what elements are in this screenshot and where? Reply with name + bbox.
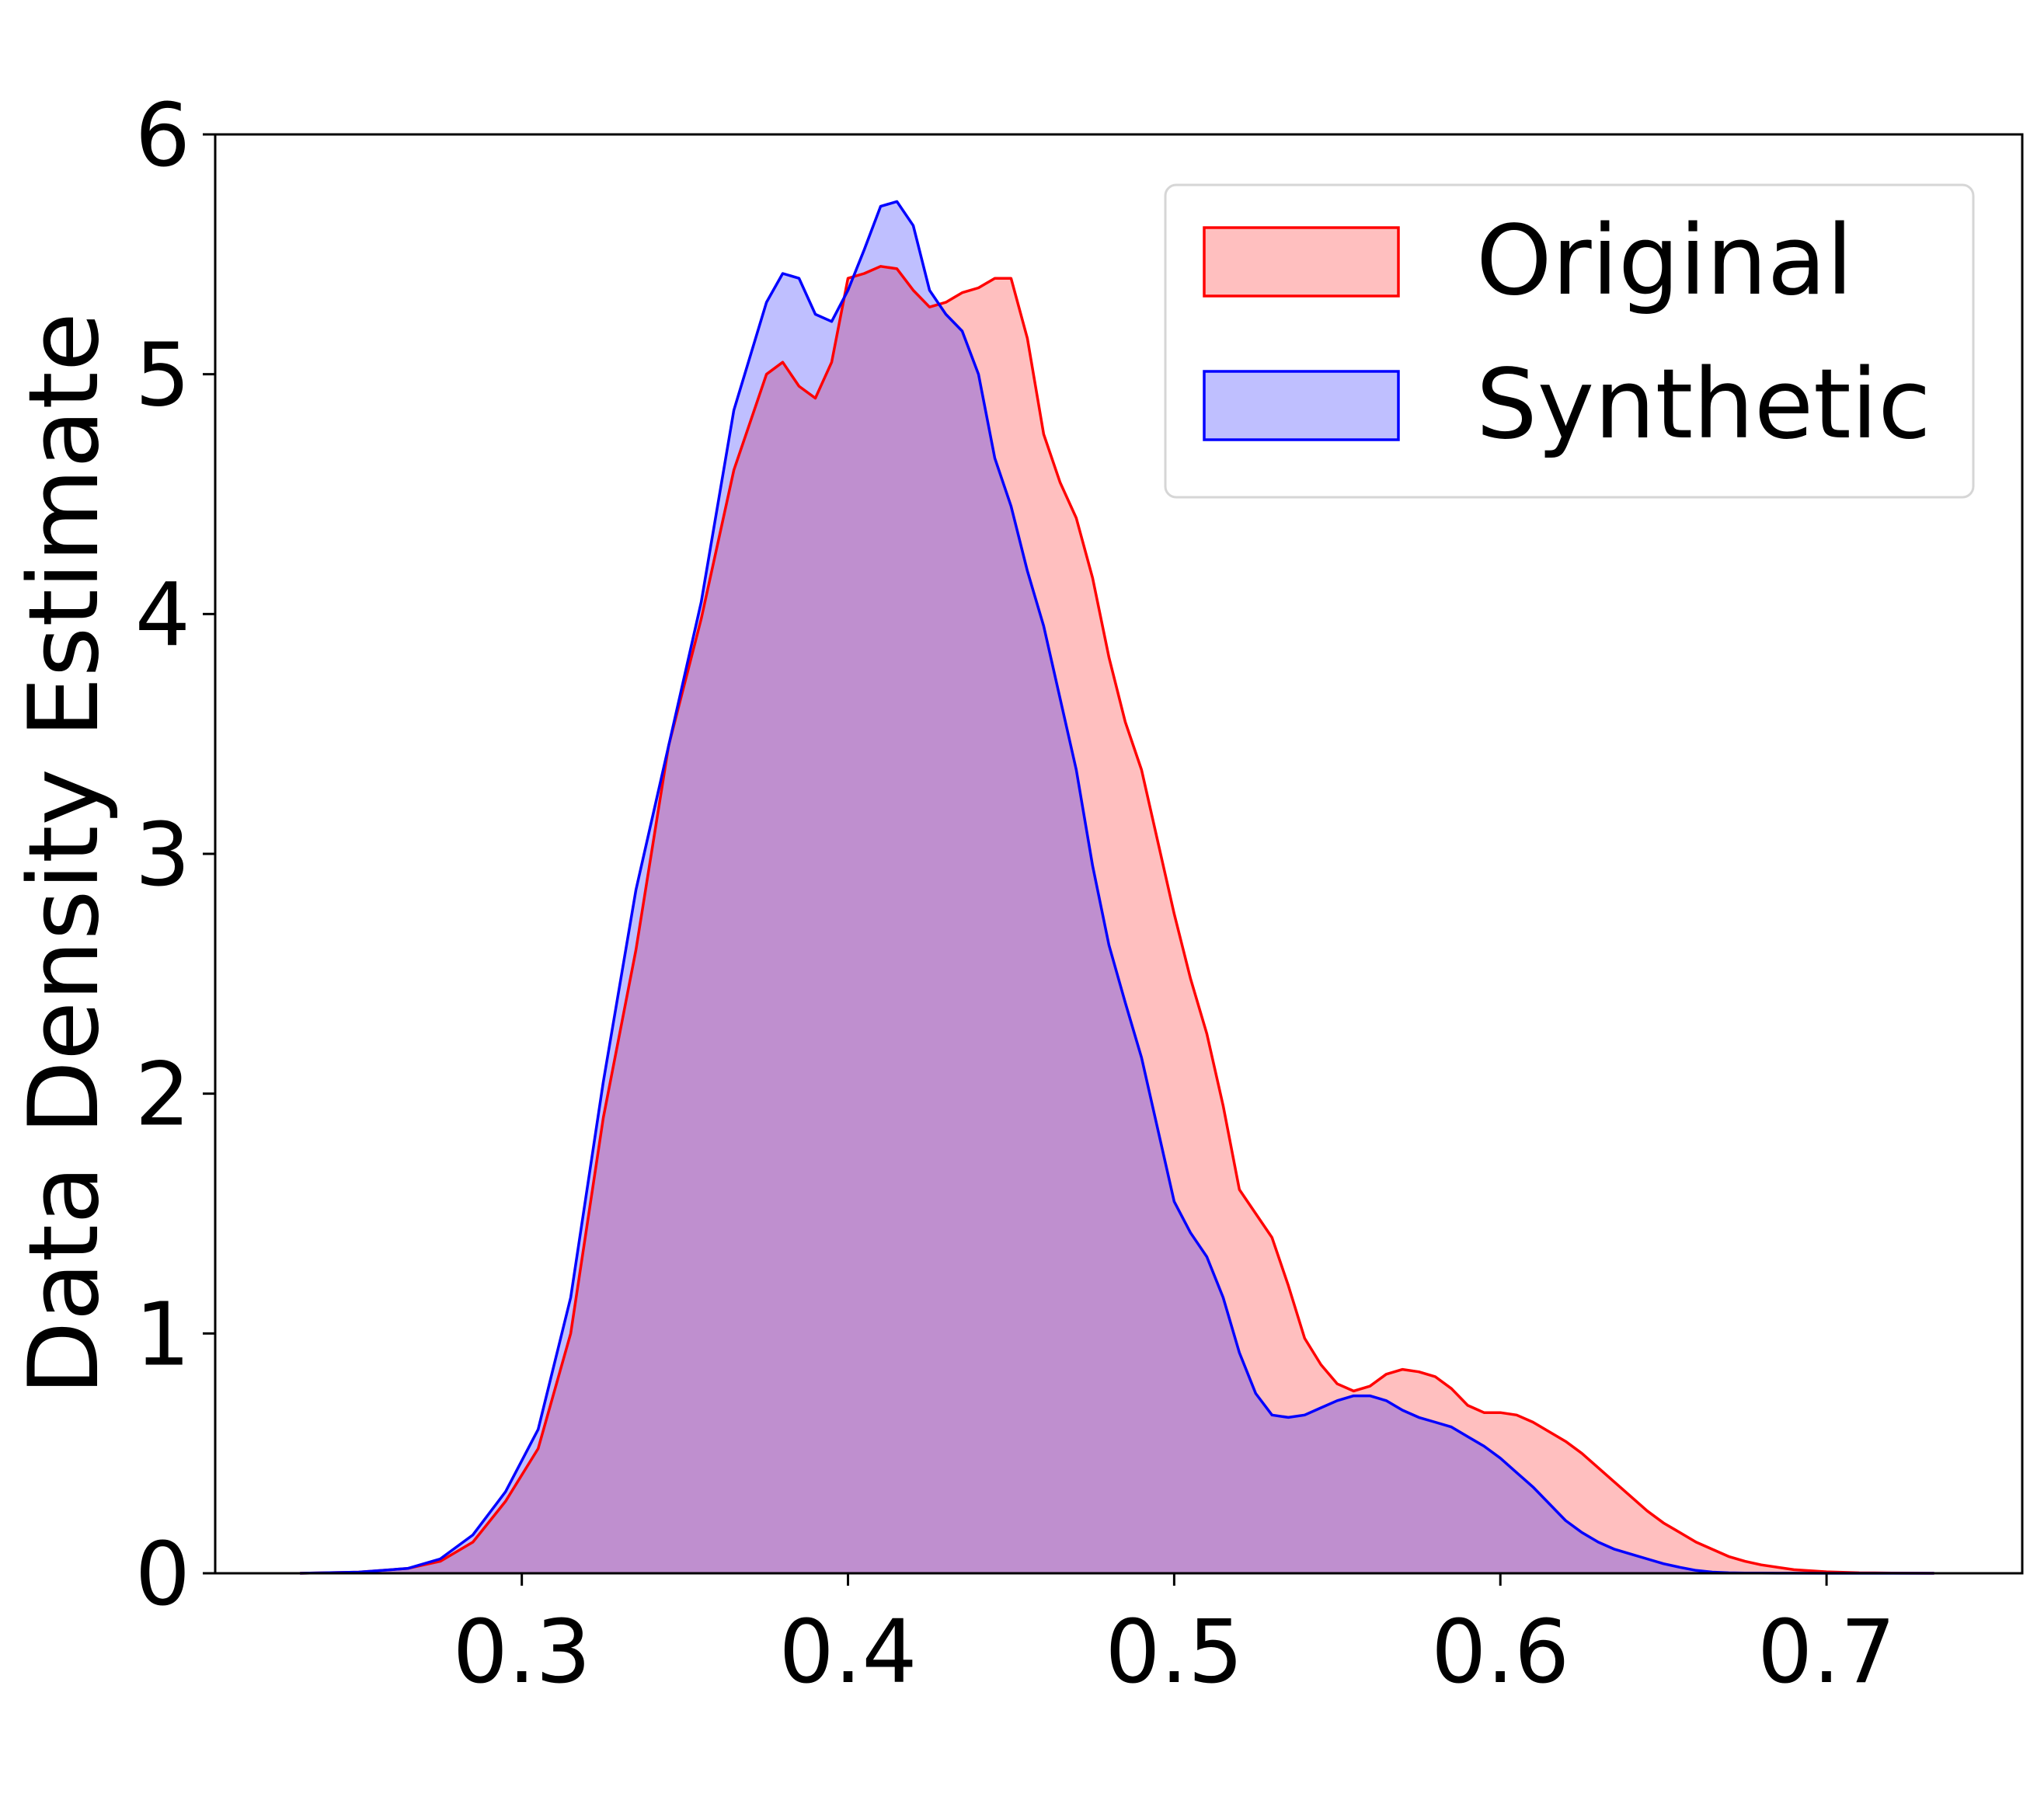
legend-swatch-synthetic xyxy=(1203,370,1400,441)
y-tick-label: 6 xyxy=(135,85,190,186)
legend-label-original: Original xyxy=(1476,205,1853,317)
x-axis: 0.3 0.4 0.5 0.6 0.7 xyxy=(453,1573,1896,1703)
legend: Original Synthetic xyxy=(1164,183,1975,499)
legend-label-synthetic: Synthetic xyxy=(1476,349,1931,461)
x-tick-label: 0.3 xyxy=(453,1602,591,1703)
x-tick-label: 0.7 xyxy=(1757,1602,1896,1703)
series-line-synthetic xyxy=(300,200,1934,1575)
y-axis-title: Data Density Estimate xyxy=(9,312,120,1395)
y-tick-label: 0 xyxy=(135,1524,190,1625)
density-areas xyxy=(300,200,1934,1575)
series-line-original xyxy=(300,265,1934,1575)
x-tick-label: 0.5 xyxy=(1105,1602,1243,1703)
area-fill-original xyxy=(300,266,1934,1573)
y-axis: 0 1 2 3 4 5 6 xyxy=(135,85,215,1625)
y-tick-label: 2 xyxy=(135,1045,190,1146)
x-tick-label: 0.6 xyxy=(1431,1602,1569,1703)
y-tick-label: 5 xyxy=(135,326,190,427)
area-fill-synthetic xyxy=(300,201,1934,1573)
y-tick-label: 3 xyxy=(135,805,190,906)
legend-swatch-original xyxy=(1203,226,1400,298)
x-tick-label: 0.4 xyxy=(778,1602,917,1703)
y-tick-label: 1 xyxy=(135,1284,190,1385)
legend-frame xyxy=(1164,183,1975,499)
y-tick-label: 4 xyxy=(135,565,190,666)
